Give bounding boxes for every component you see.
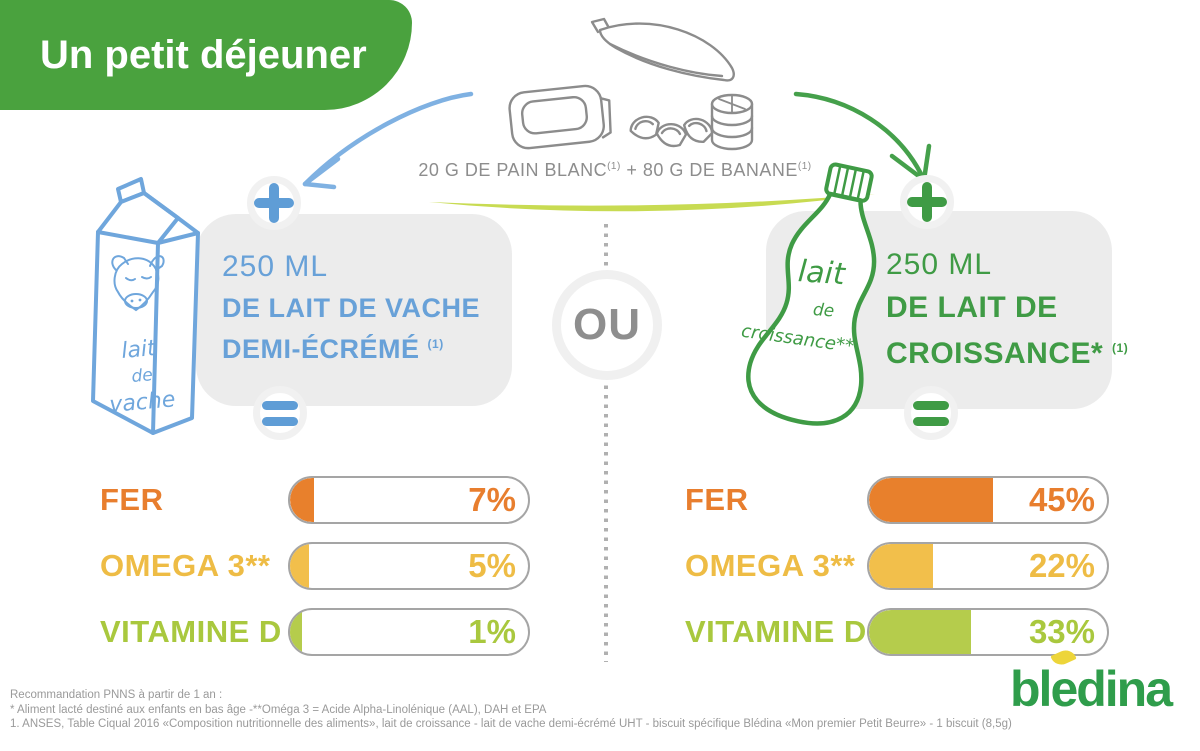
bar-row-vitd-right: VITAMINE D 33% [685,608,1109,656]
bar-track: 5% [288,542,530,590]
nutrient-label: OMEGA 3** [685,548,856,583]
right-option-text: 250 ML DE LAIT DE CROISSANCE* (1) [886,248,1128,374]
right-nutrient-bars: FER 45% OMEGA 3** 22% VITAMINE D 33% [685,476,1109,674]
plus-icon [907,182,947,222]
breakfast-illustration [508,17,754,151]
right-desc-line2: CROISSANCE* (1) [886,337,1129,370]
milk-carton-illustration: lait de vache [91,177,200,435]
nutrient-label: VITAMINE D [685,614,867,649]
right-equals-circle [904,386,958,440]
swoosh-underline [429,194,875,212]
bread-icon [508,84,612,150]
bar-value: 1% [468,613,516,650]
bottle-label-line1: lait [797,254,847,292]
left-option-card [196,214,512,406]
bar-fill [869,544,934,588]
bar-fill [290,478,314,522]
bottle-label-line2: de [812,300,835,321]
footnote-line: Recommandation PNNS à partir de 1 an : [10,689,223,701]
bar-row-omega-right: OMEGA 3** 22% [685,542,1109,590]
bar-track: 7% [288,476,530,524]
bar-track: 1% [288,608,530,656]
divider-dotted-line [604,224,608,662]
or-label: OU [573,300,641,349]
bar-value: 22% [1028,547,1095,584]
bar-value: 45% [1028,481,1095,518]
footnote-line: * Aliment lacté destiné aux enfants en b… [10,703,547,716]
nutrient-label: FER [100,482,164,517]
left-plus-circle [247,176,301,230]
left-desc-line1: DE LAIT DE VACHE [222,293,481,323]
plus-icon [254,183,294,223]
equals-icon [262,400,298,426]
equals-icon [913,400,949,426]
bar-value: 33% [1028,613,1095,650]
bar-row-omega-left: OMEGA 3** 5% [100,542,530,590]
footnote-line: 1. ANSES, Table Ciqual 2016 «Composition… [10,718,1012,731]
brand-logo: ble dina [1010,646,1173,714]
bar-row-fer-left: FER 7% [100,476,530,524]
or-badge: OU [552,270,662,380]
bar-track: 45% [867,476,1109,524]
bar-track: 33% [867,608,1109,656]
bar-fill [290,610,302,654]
bar-fill [290,544,310,588]
growth-milk-bottle-illustration: lait de croissance** [740,162,877,426]
carton-label-line1: lait [120,336,158,364]
left-equals-circle [253,386,307,440]
footnotes: Recommandation PNNS à partir de 1 an : *… [10,688,1012,732]
banana-slices-icon [629,115,714,148]
bar-row-fer-right: FER 45% [685,476,1109,524]
biscuit-stack-icon [710,93,754,151]
bar-fill [869,478,993,522]
page-title: Un petit déjeuner [40,32,367,77]
bar-row-vitd-left: VITAMINE D 1% [100,608,530,656]
banana-icon [590,17,735,82]
carton-label-line3: vache [108,387,176,418]
left-quantity: 250 ML [222,250,329,283]
nutrient-label: VITAMINE D [100,614,282,649]
left-desc-line2: DEMI-ÉCRÉMÉ (1) [222,334,444,364]
left-option-text: 250 ML DE LAIT DE VACHE DEMI-ÉCRÉMÉ (1) [222,250,480,367]
header-banner: Un petit déjeuner [0,0,412,110]
left-nutrient-bars: FER 7% OMEGA 3** 5% VITAMINE D 1% [100,476,530,674]
bar-value: 7% [468,481,516,518]
nutrient-label: FER [685,482,749,517]
bar-track: 22% [867,542,1109,590]
meal-caption: 20 G DE PAIN BLANC(1) + 80 G DE BANANE(1… [418,160,812,180]
cow-face-icon [111,255,165,312]
right-desc-line1: DE LAIT DE [886,291,1058,324]
nutrient-label: OMEGA 3** [100,548,271,583]
blue-curved-arrow-icon [302,91,474,190]
carton-label-line2: de [131,365,154,387]
right-plus-circle [900,175,954,229]
bar-fill [869,610,972,654]
bar-value: 5% [468,547,516,584]
right-quantity: 250 ML [886,248,993,281]
